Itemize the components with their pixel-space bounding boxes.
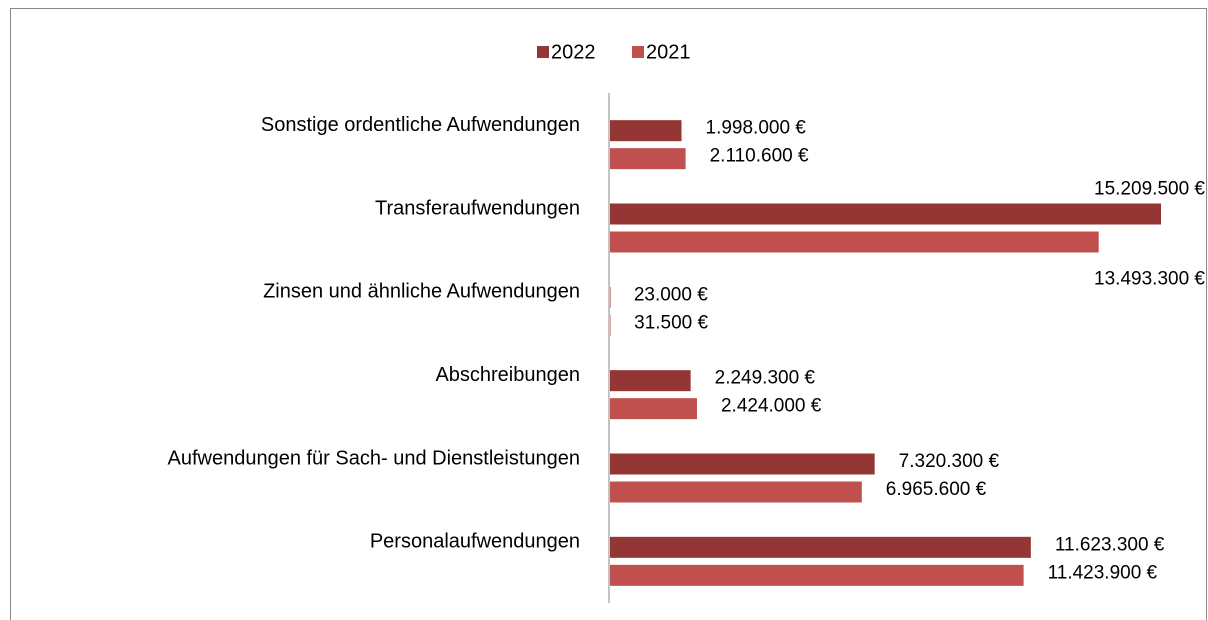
value-label: 15.209.500 € — [1094, 179, 1205, 200]
value-label: 11.623.300 € — [1055, 534, 1165, 555]
legend-swatch — [537, 46, 549, 58]
bar — [610, 481, 862, 503]
bar — [610, 314, 611, 336]
bar — [610, 231, 1099, 253]
legend-label: 2022 — [551, 41, 596, 63]
bar — [610, 120, 682, 142]
bar — [610, 398, 697, 420]
bar — [610, 148, 686, 170]
value-label: 2.110.600 € — [710, 146, 809, 167]
value-label: 1.998.000 € — [706, 118, 807, 139]
value-label: 2.424.000 € — [721, 396, 822, 417]
category-label: Aufwendungen für Sach- und Dienstleistun… — [168, 447, 581, 469]
bar — [610, 203, 1161, 225]
bar — [610, 286, 611, 308]
bar — [610, 564, 1024, 586]
bar — [610, 536, 1031, 558]
category-label: Transferaufwendungen — [375, 197, 580, 219]
legend-label: 2021 — [646, 41, 691, 63]
category-label: Personalaufwendungen — [370, 531, 580, 553]
legend-swatch — [632, 46, 644, 58]
chart-frame — [10, 8, 1207, 620]
bar — [610, 370, 691, 392]
value-label: 11.423.900 € — [1048, 562, 1158, 583]
category-label: Abschreibungen — [435, 364, 580, 386]
value-label: 23.000 € — [634, 284, 708, 305]
value-label: 7.320.300 € — [899, 451, 1000, 472]
bar — [610, 453, 875, 475]
category-label: Zinsen und ähnliche Aufwendungen — [263, 281, 580, 303]
value-label: 13.493.300 € — [1094, 269, 1205, 290]
value-label: 31.500 € — [634, 312, 708, 333]
category-label: Sonstige ordentliche Aufwendungen — [261, 114, 580, 136]
value-label: 2.249.300 € — [715, 368, 816, 389]
value-label: 6.965.600 € — [886, 479, 987, 500]
